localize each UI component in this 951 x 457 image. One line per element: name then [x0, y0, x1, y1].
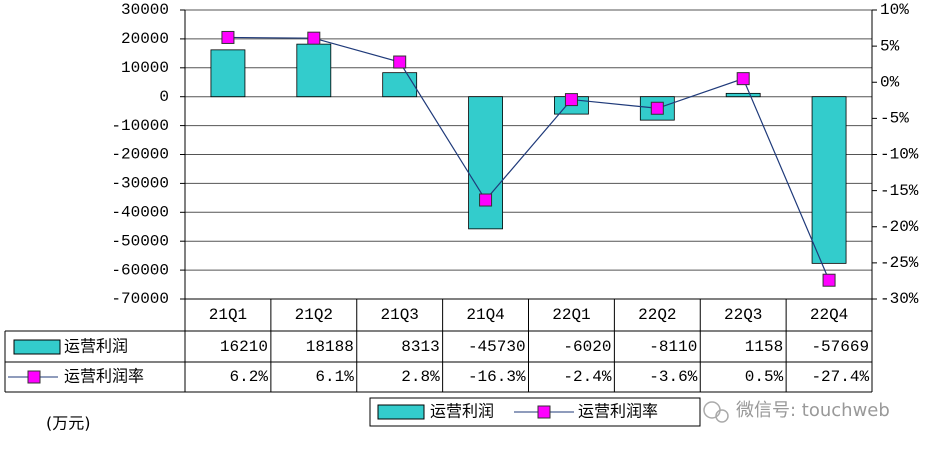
- table-cell: 6.2%: [230, 368, 269, 386]
- bar: [468, 96, 503, 230]
- legend-label: 运营利润率: [578, 402, 658, 421]
- marker: [650, 101, 664, 115]
- marker: [479, 193, 493, 207]
- bar: [382, 72, 418, 98]
- x-tick-label: 22Q2: [638, 306, 676, 324]
- marker: [822, 273, 836, 287]
- y-tick-label: -10000: [111, 117, 169, 135]
- unit-note: (万元): [46, 414, 91, 433]
- y-tick-label: -60000: [111, 261, 169, 279]
- table-cell: -57669: [811, 338, 869, 356]
- marker: [221, 30, 235, 44]
- marker: [736, 72, 750, 86]
- y2-tick-label: -25%: [880, 254, 919, 272]
- bar: [811, 96, 847, 264]
- y2-tick-label: -30%: [880, 290, 919, 308]
- bar: [210, 49, 246, 98]
- table-cell: 2.8%: [401, 368, 440, 386]
- y-tick-label: -50000: [111, 232, 169, 250]
- y-tick-label: -70000: [111, 290, 169, 308]
- y-tick-label: 30000: [121, 1, 169, 19]
- table-row-header: 运营利润率: [64, 367, 144, 386]
- y-tick-label: 0: [159, 88, 169, 106]
- x-tick-label: 21Q4: [466, 306, 504, 324]
- bar: [296, 43, 332, 98]
- x-tick-label: 22Q1: [552, 306, 590, 324]
- y2-tick-label: 10%: [880, 1, 909, 19]
- y-tick-label: -40000: [111, 204, 169, 222]
- table-cell: -27.4%: [811, 368, 869, 386]
- table-cell: -3.6%: [649, 368, 697, 386]
- legend-key: [27, 370, 41, 384]
- y2-tick-label: 5%: [880, 37, 900, 55]
- y-tick-label: 20000: [121, 30, 169, 48]
- legend-key: [377, 404, 425, 420]
- table-cell: 0.5%: [745, 368, 784, 386]
- marker: [307, 31, 321, 45]
- table-cell: -8110: [649, 338, 697, 356]
- y2-tick-label: -15%: [880, 182, 919, 200]
- x-tick-label: 21Q3: [380, 306, 418, 324]
- y2-tick-label: -20%: [880, 218, 919, 236]
- y2-tick-label: -5%: [880, 110, 909, 128]
- marker: [393, 55, 407, 69]
- table-cell: 8313: [401, 338, 439, 356]
- table-cell: -2.4%: [563, 368, 611, 386]
- watermark-text: 微信号: touchweb: [736, 400, 890, 421]
- y-tick-label: -30000: [111, 175, 169, 193]
- table-cell: -16.3%: [468, 368, 526, 386]
- table-cell: 1158: [745, 338, 783, 356]
- y2-tick-label: 0%: [880, 73, 900, 91]
- table-cell: -6020: [563, 338, 611, 356]
- y-tick-label: -20000: [111, 146, 169, 164]
- watermark: 微信号: touchweb: [703, 400, 890, 423]
- table-cell: -45730: [468, 338, 526, 356]
- table-cell: 18188: [306, 338, 354, 356]
- bar: [725, 92, 761, 98]
- watermark-icon: [715, 409, 729, 423]
- x-tick-label: 21Q1: [209, 306, 247, 324]
- table-cell: 6.1%: [315, 368, 354, 386]
- x-tick-label: 21Q2: [295, 306, 333, 324]
- marker: [564, 93, 578, 107]
- x-tick-label: 22Q4: [810, 306, 848, 324]
- table-cell: 16210: [220, 338, 268, 356]
- x-tick-label: 22Q3: [724, 306, 762, 324]
- legend-key: [537, 405, 551, 419]
- line: [227, 36, 830, 281]
- y2-tick-label: -10%: [880, 146, 919, 164]
- table-row-header: 运营利润: [64, 337, 128, 356]
- y-tick-label: 10000: [121, 59, 169, 77]
- legend-label: 运营利润: [430, 402, 494, 421]
- legend-key: [13, 339, 61, 355]
